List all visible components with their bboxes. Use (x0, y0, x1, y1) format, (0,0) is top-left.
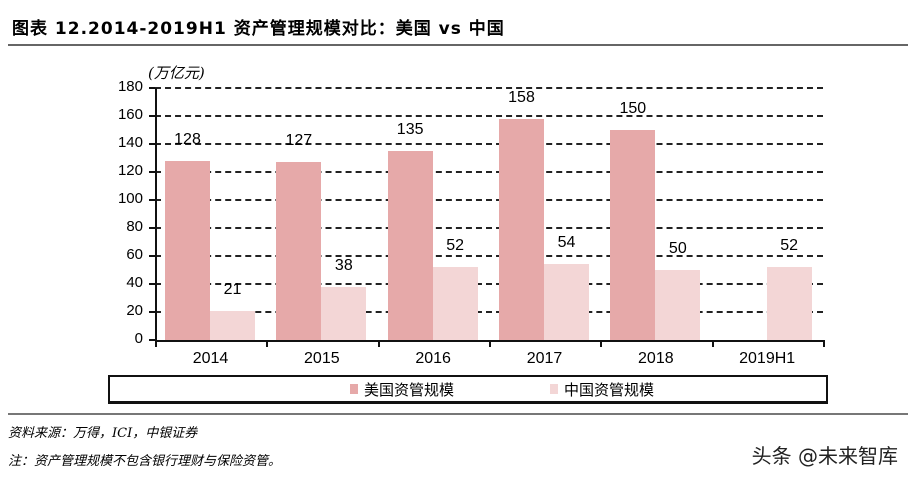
value-label: 50 (668, 240, 687, 257)
x-tick-label: 2015 (304, 350, 340, 367)
title-divider (8, 44, 908, 46)
value-label: 127 (285, 132, 313, 150)
gridline (155, 143, 823, 145)
chart-title: 图表 12.2014-2019H1 资产管理规模对比：美国 vs 中国 (12, 19, 505, 39)
y-tick (149, 311, 155, 313)
bar-cn (544, 264, 589, 340)
bar-cn (432, 267, 478, 340)
watermark: 头条 @未来智库 (751, 444, 898, 468)
x-tick (266, 340, 269, 347)
legend-swatch-cn (550, 384, 558, 394)
gridline (155, 283, 823, 285)
y-tick (149, 199, 155, 201)
y-axis (155, 88, 157, 342)
y-tick (149, 283, 155, 285)
footnote: 注：资产管理规模不包含银行理财与保险资管。 (8, 454, 282, 469)
y-tick (149, 227, 155, 229)
x-tick-label: 2019H1 (739, 350, 796, 367)
gridline (155, 115, 823, 117)
value-label: 54 (557, 234, 576, 252)
y-tick-label: 100 (117, 190, 143, 207)
x-tick-label: 2017 (526, 350, 563, 367)
y-tick (149, 255, 155, 257)
y-tick (149, 143, 155, 145)
gridline (155, 255, 823, 257)
x-tick (155, 340, 157, 347)
y-tick-label: 120 (117, 162, 143, 179)
value-label: 52 (446, 237, 465, 255)
y-tick-label: 160 (117, 106, 143, 123)
value-label: 135 (396, 121, 424, 138)
y-tick (149, 339, 155, 341)
y-tick-label: 20 (126, 302, 143, 319)
y-tick-label: 60 (126, 246, 143, 263)
y-axis-unit: (万亿元) (148, 64, 205, 82)
plot-area: 0 20 40 60 80 100 120 140 160 180 128 21 2014 127 38 20… (118, 78, 825, 367)
gridline (155, 227, 823, 229)
y-tick (149, 115, 155, 117)
y-tick-label: 40 (126, 274, 143, 291)
x-tick-label: 2014 (192, 350, 229, 367)
footer-divider (8, 413, 908, 415)
value-label: 158 (508, 88, 535, 106)
value-label: 52 (780, 237, 799, 255)
x-tick (489, 340, 491, 347)
y-tick-label: 80 (126, 218, 143, 235)
value-label: 21 (223, 280, 242, 298)
bar-cn (655, 270, 701, 340)
value-label: 128 (174, 130, 201, 148)
y-tick-label: 140 (117, 134, 143, 151)
y-tick (149, 87, 155, 89)
bar-cn (321, 286, 367, 340)
x-tick (823, 340, 825, 347)
legend-swatch-us (350, 384, 358, 394)
source-note: 资料来源：万得，ICI，中银证券 (8, 426, 198, 441)
bar-cn (210, 310, 255, 340)
bar-us (387, 151, 433, 340)
gridline (155, 87, 823, 89)
bar-us (276, 162, 322, 340)
value-label: 38 (334, 256, 353, 274)
x-tick-label: 2016 (415, 350, 451, 367)
x-tick (711, 340, 714, 347)
x-tick-label: 2018 (638, 350, 674, 367)
bar-us (610, 130, 656, 340)
y-tick-label: 0 (134, 330, 143, 347)
x-tick (600, 340, 603, 347)
legend-label-cn: 中国资管规模 (564, 380, 655, 399)
legend-item-cn: 中国资管规模 (550, 379, 654, 400)
legend-label-us: 美国资管规模 (364, 380, 455, 399)
legend-item-us: 美国资管规模 (350, 379, 454, 400)
bar-us (499, 118, 544, 340)
bar-us (165, 160, 210, 340)
gridline (155, 199, 823, 201)
legend: 美国资管规模 中国资管规模 (108, 375, 828, 404)
y-tick-label: 180 (117, 78, 143, 95)
bar-cn (766, 267, 812, 340)
gridline (155, 171, 823, 173)
y-tick (149, 171, 155, 173)
gridline (155, 311, 823, 313)
x-tick (377, 340, 380, 347)
value-label: 150 (619, 100, 647, 117)
